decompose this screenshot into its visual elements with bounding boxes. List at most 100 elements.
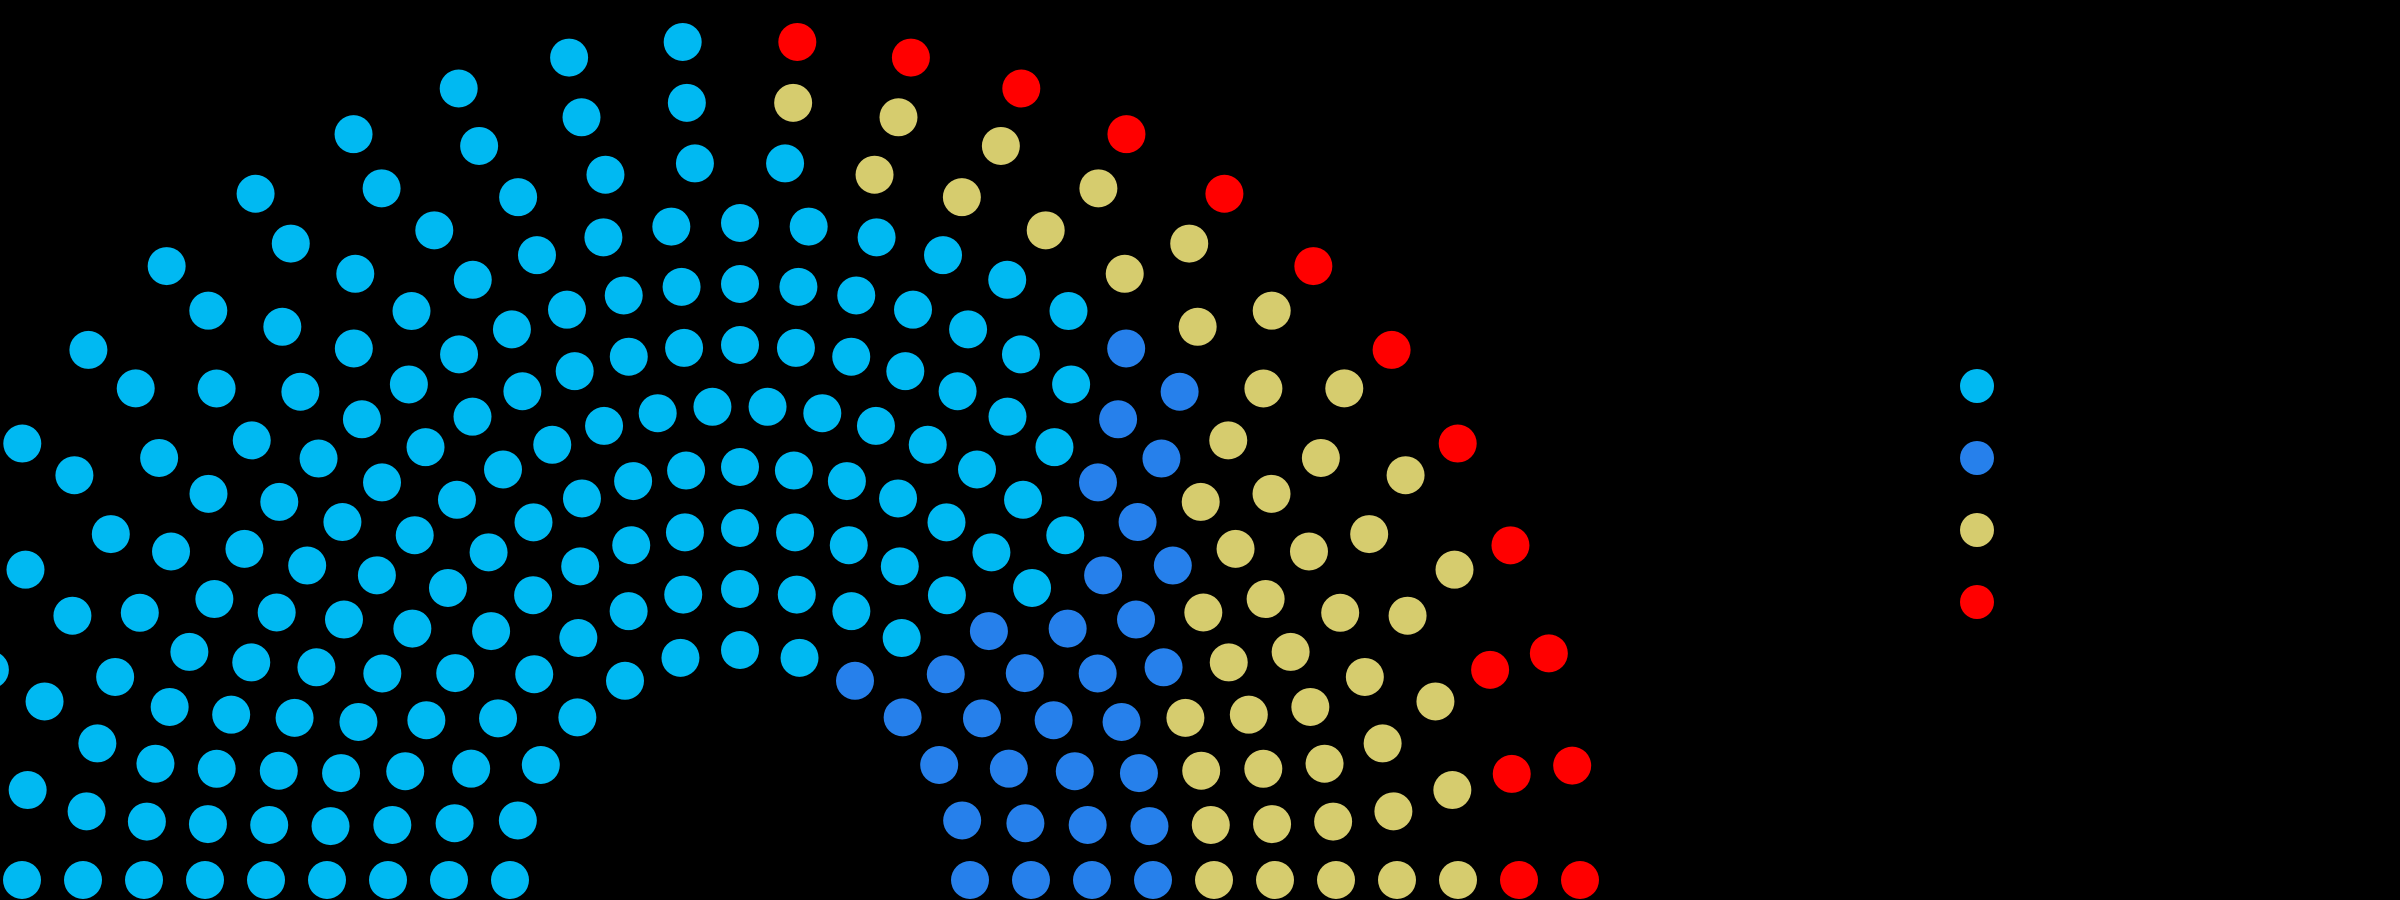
seat-dot[interactable] — [766, 144, 805, 183]
seat-dot[interactable] — [189, 474, 228, 513]
seat-dot[interactable] — [297, 648, 336, 687]
seat-dot[interactable] — [774, 451, 813, 490]
seat-dot[interactable] — [988, 397, 1027, 436]
seat-dot[interactable] — [521, 746, 560, 784]
seat-dot[interactable] — [638, 394, 677, 433]
seat-dot[interactable] — [779, 267, 818, 306]
seat-dot[interactable] — [1073, 861, 1111, 899]
seat-dot[interactable] — [1205, 174, 1244, 213]
seat-dot[interactable] — [428, 568, 467, 607]
seat-dot[interactable] — [1002, 69, 1041, 108]
seat-dot[interactable] — [1195, 861, 1233, 899]
seat-dot[interactable] — [667, 83, 706, 122]
seat-dot[interactable] — [392, 292, 431, 331]
seat-dot[interactable] — [479, 699, 518, 738]
seat-dot[interactable] — [460, 126, 499, 165]
seat-dot[interactable] — [469, 533, 508, 572]
seat-dot[interactable] — [1433, 771, 1472, 810]
seat-dot[interactable] — [152, 532, 191, 571]
seat-dot[interactable] — [1035, 428, 1074, 467]
seat-dot[interactable] — [585, 406, 624, 445]
seat-dot[interactable] — [652, 207, 691, 246]
seat-dot[interactable] — [832, 337, 871, 376]
seat-dot[interactable] — [232, 421, 271, 460]
seat-dot[interactable] — [78, 724, 117, 763]
seat-dot[interactable] — [880, 547, 919, 586]
seat-dot[interactable] — [1291, 687, 1330, 726]
seat-dot[interactable] — [225, 529, 264, 568]
seat-dot[interactable] — [1386, 456, 1425, 495]
seat-dot[interactable] — [1052, 365, 1091, 404]
seat-dot[interactable] — [288, 546, 327, 585]
seat-dot[interactable] — [1049, 292, 1088, 331]
seat-dot[interactable] — [1439, 861, 1477, 899]
seat-dot[interactable] — [778, 22, 817, 61]
seat-dot[interactable] — [1252, 474, 1291, 513]
seat-dot[interactable] — [259, 751, 298, 790]
seat-dot[interactable] — [1256, 861, 1294, 899]
seat-dot[interactable] — [1561, 861, 1599, 899]
seat-dot[interactable] — [604, 276, 643, 315]
seat-dot[interactable] — [517, 236, 556, 275]
seat-dot[interactable] — [927, 503, 966, 542]
seat-dot[interactable] — [64, 861, 102, 899]
seat-dot[interactable] — [780, 638, 819, 677]
seat-dot[interactable] — [363, 654, 402, 693]
seat-dot[interactable] — [879, 479, 918, 518]
seat-dot[interactable] — [1252, 291, 1291, 330]
seat-dot[interactable] — [3, 424, 42, 463]
seat-dot[interactable] — [882, 619, 921, 658]
seat-dot[interactable] — [1170, 224, 1209, 263]
seat-dot[interactable] — [498, 801, 537, 840]
seat-dot[interactable] — [395, 516, 434, 555]
seat-dot[interactable] — [561, 547, 600, 586]
seat-dot[interactable] — [721, 265, 759, 303]
seat-dot[interactable] — [453, 397, 492, 436]
seat-dot[interactable] — [195, 580, 234, 619]
seat-dot[interactable] — [197, 749, 236, 788]
seat-dot[interactable] — [514, 576, 553, 615]
seat-dot[interactable] — [1166, 698, 1205, 737]
seat-dot[interactable] — [894, 290, 933, 329]
seat-dot[interactable] — [938, 372, 977, 411]
seat-dot[interactable] — [1374, 792, 1413, 831]
seat-dot[interactable] — [908, 425, 947, 464]
seat-dot[interactable] — [1142, 439, 1181, 478]
seat-dot[interactable] — [665, 513, 704, 552]
seat-dot[interactable] — [1321, 593, 1360, 632]
seat-dot[interactable] — [170, 632, 209, 671]
seat-dot[interactable] — [1184, 593, 1223, 632]
seat-dot[interactable] — [662, 267, 701, 306]
seat-dot[interactable] — [1216, 529, 1255, 568]
seat-dot[interactable] — [334, 329, 373, 368]
seat-dot[interactable] — [962, 699, 1001, 738]
seat-dot[interactable] — [1271, 632, 1310, 671]
seat-dot[interactable] — [386, 752, 425, 791]
seat-dot[interactable] — [69, 330, 108, 369]
seat-dot[interactable] — [1553, 746, 1592, 785]
seat-dot[interactable] — [8, 771, 47, 810]
seat-dot[interactable] — [606, 661, 644, 700]
seat-dot[interactable] — [721, 448, 759, 486]
seat-dot[interactable] — [116, 369, 155, 408]
seat-dot[interactable] — [250, 805, 289, 844]
seat-dot[interactable] — [3, 861, 41, 899]
seat-dot[interactable] — [1107, 115, 1146, 154]
seat-dot[interactable] — [559, 619, 598, 658]
seat-dot[interactable] — [342, 400, 381, 439]
seat-dot[interactable] — [247, 861, 285, 899]
seat-dot[interactable] — [584, 218, 623, 257]
seat-dot[interactable] — [547, 290, 586, 329]
seat-dot[interactable] — [263, 307, 302, 346]
seat-dot[interactable] — [1130, 807, 1169, 846]
seat-dot[interactable] — [1105, 254, 1144, 293]
seat-dot[interactable] — [926, 655, 965, 694]
seat-dot[interactable] — [777, 575, 816, 614]
seat-dot[interactable] — [1102, 702, 1141, 741]
seat-dot[interactable] — [1078, 463, 1117, 502]
seat-dot[interactable] — [1005, 654, 1044, 693]
seat-dot[interactable] — [440, 335, 479, 374]
seat-dot[interactable] — [1435, 550, 1474, 589]
seat-dot[interactable] — [829, 526, 868, 565]
seat-dot[interactable] — [407, 701, 446, 740]
